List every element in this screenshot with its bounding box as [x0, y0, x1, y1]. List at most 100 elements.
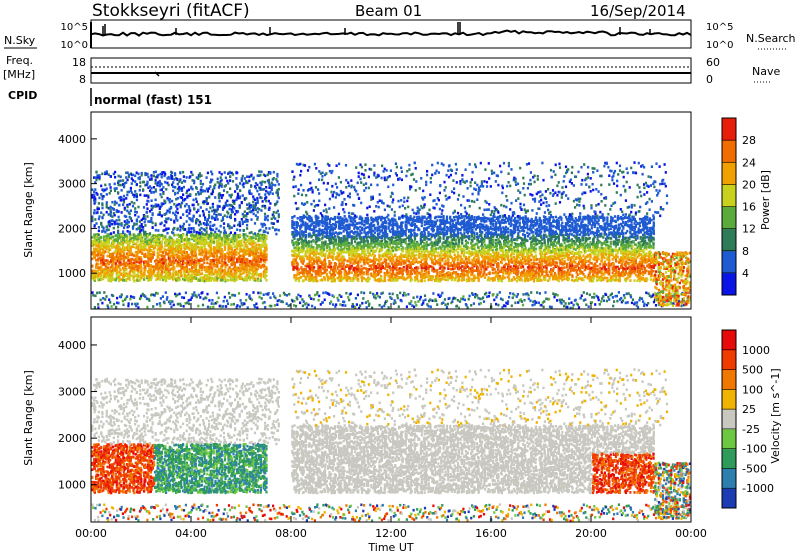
- power-cell: [322, 245, 326, 248]
- power-cell: [246, 263, 249, 266]
- power-cell: [330, 235, 333, 238]
- power-cell: [341, 223, 344, 227]
- power-cell: [332, 276, 335, 280]
- power-cell: [193, 234, 196, 237]
- power-cell: [297, 231, 301, 234]
- power-cell: [294, 279, 297, 282]
- power-cell: [265, 237, 268, 241]
- power-cell: [258, 186, 261, 189]
- power-cell: [187, 229, 190, 233]
- power-cell: [348, 248, 351, 251]
- power-cell: [325, 224, 328, 227]
- noise-spikes: [90, 22, 651, 48]
- power-cell: [241, 248, 244, 252]
- power-cell: [348, 269, 351, 273]
- power-cell: [254, 203, 257, 207]
- power-cell: [259, 188, 262, 191]
- power-cell: [191, 250, 194, 254]
- power-cell: [352, 224, 355, 227]
- power-cell: [108, 224, 111, 228]
- power-cell: [141, 246, 144, 249]
- power-cell: [297, 232, 301, 236]
- power-cell: [135, 195, 138, 198]
- power-cell: [91, 257, 94, 261]
- power-cell: [214, 270, 217, 273]
- power-cell: [205, 221, 208, 225]
- power-cell: [173, 256, 176, 260]
- power-cell: [185, 268, 188, 271]
- power-cell: [258, 233, 261, 237]
- power-cell: [128, 243, 131, 247]
- power-cell: [95, 249, 98, 253]
- power-cell: [146, 172, 149, 176]
- power-cell: [304, 251, 307, 254]
- power-cell: [170, 267, 173, 270]
- power-cell: [144, 244, 147, 247]
- power-cell: [176, 238, 179, 242]
- power-cell: [137, 172, 140, 176]
- power-cell: [148, 267, 151, 270]
- power-cell: [197, 203, 200, 206]
- power-cell: [263, 180, 267, 184]
- power-cell: [130, 257, 134, 261]
- power-cell: [248, 273, 251, 277]
- power-cell: [258, 243, 261, 247]
- power-cell: [142, 188, 145, 191]
- power-cell: [130, 253, 134, 257]
- power-cell: [197, 177, 200, 180]
- power-cell: [162, 192, 165, 195]
- power-cell: [151, 221, 154, 225]
- power-cell: [169, 236, 172, 239]
- power-cell: [105, 187, 108, 191]
- power-cell: [254, 263, 257, 266]
- power-cell: [185, 242, 188, 246]
- power-cell: [224, 266, 227, 269]
- power-cell: [214, 276, 217, 279]
- power-cell: [218, 171, 221, 174]
- power-cell: [267, 199, 270, 203]
- power-cell: [333, 248, 336, 252]
- power-cell: [179, 205, 182, 209]
- power-cell: [136, 276, 139, 279]
- power-cell: [243, 248, 246, 252]
- power-cell: [172, 249, 175, 253]
- power-cell: [140, 257, 143, 261]
- power-cell: [169, 251, 172, 254]
- power-cell: [266, 218, 269, 222]
- power-cell: [162, 202, 165, 206]
- power-cell: [264, 276, 267, 280]
- power-cell: [359, 270, 362, 273]
- power-cell: [164, 180, 167, 184]
- power-cell: [191, 270, 194, 273]
- power-cell: [100, 253, 103, 257]
- power-cell: [240, 258, 243, 261]
- power-cell: [223, 275, 226, 278]
- power-cell: [143, 220, 146, 224]
- power-cell: [330, 279, 333, 283]
- power-cell: [201, 251, 204, 255]
- power-cell: [185, 256, 188, 259]
- power-cell: [134, 190, 137, 193]
- power-cell: [297, 238, 301, 241]
- power-cell: [109, 214, 112, 218]
- power-cell: [187, 246, 190, 249]
- power-cell: [97, 240, 100, 244]
- power-cell: [101, 206, 104, 210]
- power-cell: [137, 274, 140, 277]
- power-cell: [205, 253, 208, 256]
- power-cell: [341, 255, 344, 258]
- power-cell: [135, 192, 138, 196]
- power-cell: [346, 242, 349, 245]
- power-cell: [167, 227, 170, 230]
- power-cell: [165, 252, 168, 256]
- power-cell: [239, 234, 242, 237]
- power-cell: [148, 246, 151, 250]
- power-cell: [229, 175, 232, 179]
- power-cell: [137, 226, 140, 230]
- power-cell: [183, 254, 186, 258]
- power-cell: [150, 174, 153, 177]
- power-cell: [227, 278, 230, 282]
- power-cell: [328, 252, 331, 255]
- power-cell: [350, 235, 353, 238]
- power-cell: [103, 241, 106, 244]
